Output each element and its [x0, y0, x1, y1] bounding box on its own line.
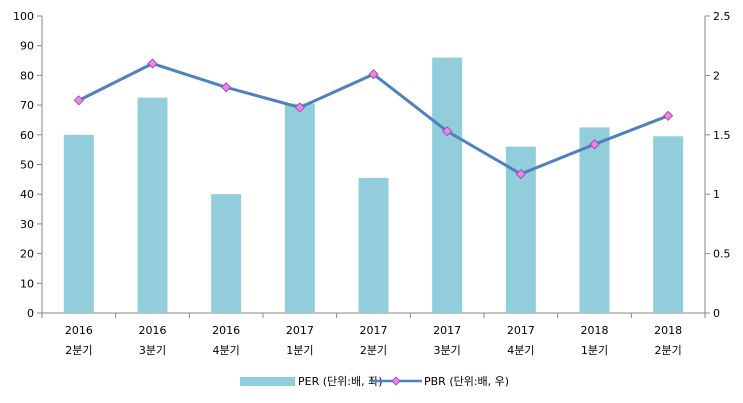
per-bar [579, 127, 610, 313]
per-bar [284, 103, 315, 314]
y-left-tick-label: 90 [20, 40, 34, 53]
y-right-tick-label: 0.5 [713, 248, 731, 261]
x-tick-label-quarter: 1분기 [581, 344, 608, 357]
x-tick-label-year: 2016 [212, 324, 240, 337]
y-right-tick-label: 1 [713, 188, 720, 201]
per-bar [63, 134, 94, 313]
x-axis-labels: 2016 2분기 2016 3분기 2016 4분기 2017 1분기 2017 2분기 2017 3… [65, 324, 682, 357]
x-tick-label-year: 2017 [360, 324, 388, 337]
x-tick-label-quarter: 1분기 [286, 344, 313, 357]
y-left-tick-label: 10 [20, 277, 34, 290]
y-left-tick-label: 100 [13, 10, 34, 23]
x-tick-label-year: 2017 [433, 324, 461, 337]
y-right-tick-label: 2 [713, 69, 720, 82]
pbr-marker [221, 82, 232, 93]
x-tick-label-year: 2017 [507, 324, 535, 337]
x-tick-label-quarter: 3분기 [139, 344, 166, 357]
x-tick-label-year: 2016 [65, 324, 93, 337]
y-right-tick-label: 0 [713, 307, 720, 320]
y-left-tick-label: 0 [27, 307, 34, 320]
legend-label-pbr: PBR (단위:배, 우) [424, 375, 509, 388]
y-right-tick-label: 1.5 [713, 129, 731, 142]
pbr-marker [515, 168, 526, 180]
x-tick-label-quarter: 2분기 [360, 344, 387, 357]
x-tick-label-year: 2017 [286, 324, 314, 337]
legend-swatch-per [240, 377, 295, 386]
per-bar [211, 194, 242, 313]
pbr-marker [589, 139, 600, 150]
x-tick-label-year: 2018 [581, 324, 609, 337]
x-tick-label-quarter: 2분기 [655, 344, 682, 357]
per-bar [432, 57, 463, 313]
x-tick-label-quarter: 4분기 [213, 344, 240, 357]
per-bars [63, 57, 684, 314]
y-left-tick-label: 80 [20, 69, 34, 82]
per-bar [137, 97, 168, 313]
per-bar [358, 177, 389, 313]
pbr-marker [368, 69, 379, 80]
pbr-marker [73, 95, 84, 106]
y-left-tick-label: 40 [20, 188, 34, 201]
y-left-tick-label: 50 [20, 159, 34, 172]
legend-label-per: PER (단위:배, 좌) [298, 375, 383, 388]
y-left-tick-label: 20 [20, 248, 34, 261]
x-tick-label-year: 2018 [654, 324, 682, 337]
x-tick-label-quarter: 4분기 [507, 344, 534, 357]
y-left-tick-label: 70 [20, 99, 34, 112]
pbr-marker [147, 58, 158, 69]
y-right-tick-label: 2.5 [713, 10, 731, 23]
legend-marker-pbr [391, 376, 401, 386]
y-left-tick-label: 60 [20, 129, 34, 142]
x-tick-label-year: 2016 [139, 324, 167, 337]
pbr-marker [294, 102, 305, 113]
per-bar [653, 136, 684, 313]
pbr-marker [663, 110, 674, 121]
pbr-line [73, 58, 674, 180]
x-tick-label-quarter: 2분기 [65, 344, 92, 357]
legend: PER (단위:배, 좌) PBR (단위:배, 우) [240, 375, 509, 388]
pbr-marker [442, 126, 453, 137]
y-left-tick-label: 30 [20, 218, 34, 231]
x-tick-label-quarter: 3분기 [434, 344, 461, 357]
